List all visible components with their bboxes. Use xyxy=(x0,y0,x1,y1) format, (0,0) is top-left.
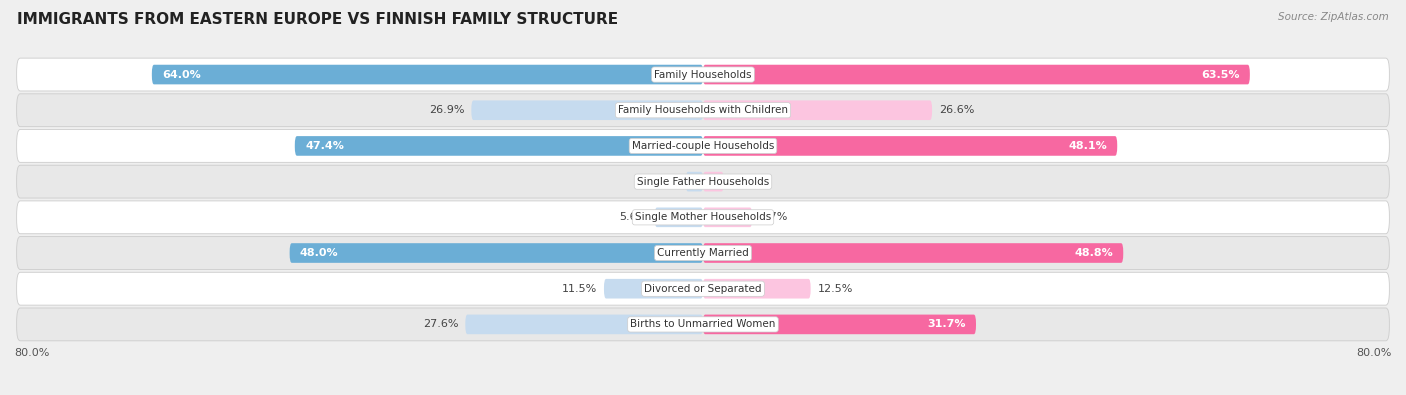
FancyBboxPatch shape xyxy=(17,58,1389,91)
FancyBboxPatch shape xyxy=(655,207,703,227)
Text: 64.0%: 64.0% xyxy=(162,70,201,79)
FancyBboxPatch shape xyxy=(17,165,1389,198)
FancyBboxPatch shape xyxy=(465,314,703,334)
Text: 26.6%: 26.6% xyxy=(939,105,974,115)
FancyBboxPatch shape xyxy=(703,314,976,334)
FancyBboxPatch shape xyxy=(17,94,1389,127)
Text: IMMIGRANTS FROM EASTERN EUROPE VS FINNISH FAMILY STRUCTURE: IMMIGRANTS FROM EASTERN EUROPE VS FINNIS… xyxy=(17,12,619,27)
FancyBboxPatch shape xyxy=(703,207,752,227)
FancyBboxPatch shape xyxy=(703,243,1123,263)
Text: 26.9%: 26.9% xyxy=(429,105,464,115)
Text: 80.0%: 80.0% xyxy=(14,348,49,357)
Text: 2.0%: 2.0% xyxy=(651,177,679,186)
Text: 48.0%: 48.0% xyxy=(299,248,339,258)
Text: 2.4%: 2.4% xyxy=(731,177,759,186)
Text: 12.5%: 12.5% xyxy=(817,284,853,294)
FancyBboxPatch shape xyxy=(703,172,724,192)
FancyBboxPatch shape xyxy=(17,272,1389,305)
Text: 11.5%: 11.5% xyxy=(562,284,598,294)
FancyBboxPatch shape xyxy=(17,308,1389,341)
Text: 27.6%: 27.6% xyxy=(423,320,458,329)
Text: 48.1%: 48.1% xyxy=(1069,141,1107,151)
Text: 5.7%: 5.7% xyxy=(759,213,787,222)
FancyBboxPatch shape xyxy=(17,201,1389,234)
FancyBboxPatch shape xyxy=(703,279,811,299)
FancyBboxPatch shape xyxy=(17,130,1389,162)
Text: Family Households with Children: Family Households with Children xyxy=(619,105,787,115)
Text: Divorced or Separated: Divorced or Separated xyxy=(644,284,762,294)
FancyBboxPatch shape xyxy=(152,65,703,85)
Text: Family Households: Family Households xyxy=(654,70,752,79)
Text: 80.0%: 80.0% xyxy=(1357,348,1392,357)
Text: 47.4%: 47.4% xyxy=(305,141,344,151)
FancyBboxPatch shape xyxy=(471,100,703,120)
FancyBboxPatch shape xyxy=(605,279,703,299)
FancyBboxPatch shape xyxy=(703,65,1250,85)
FancyBboxPatch shape xyxy=(295,136,703,156)
FancyBboxPatch shape xyxy=(290,243,703,263)
Text: 5.6%: 5.6% xyxy=(620,213,648,222)
FancyBboxPatch shape xyxy=(703,100,932,120)
Text: Single Father Households: Single Father Households xyxy=(637,177,769,186)
FancyBboxPatch shape xyxy=(686,172,703,192)
Text: Currently Married: Currently Married xyxy=(657,248,749,258)
Text: Married-couple Households: Married-couple Households xyxy=(631,141,775,151)
FancyBboxPatch shape xyxy=(703,136,1118,156)
Text: 63.5%: 63.5% xyxy=(1201,70,1240,79)
Text: 48.8%: 48.8% xyxy=(1074,248,1114,258)
Text: Single Mother Households: Single Mother Households xyxy=(636,213,770,222)
Text: Source: ZipAtlas.com: Source: ZipAtlas.com xyxy=(1278,12,1389,22)
Text: 31.7%: 31.7% xyxy=(927,320,966,329)
FancyBboxPatch shape xyxy=(17,237,1389,269)
Text: Births to Unmarried Women: Births to Unmarried Women xyxy=(630,320,776,329)
